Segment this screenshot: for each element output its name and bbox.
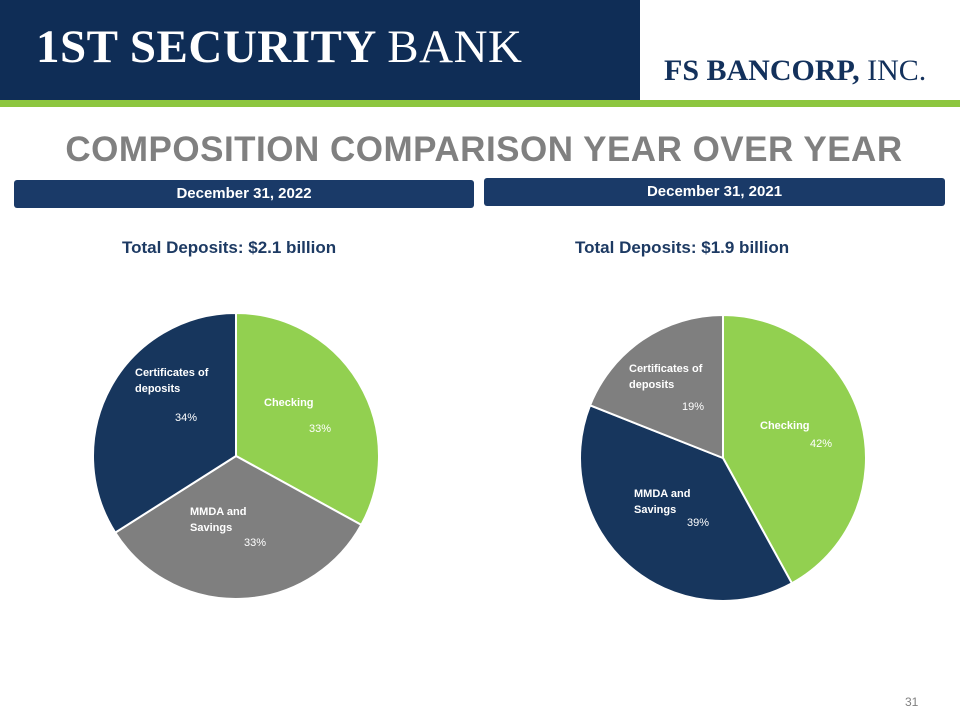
- pie-2021-slice-2: [588, 313, 724, 460]
- date-bar-2021: December 31, 2021: [484, 178, 945, 206]
- total-deposits-2022: Total Deposits: $2.1 billion: [122, 238, 337, 257]
- pie-2021-slice-1-label: MMDA and Savings: [634, 488, 690, 516]
- pie-2022-slice-0-label: Checking: [264, 397, 314, 409]
- pie-2021-slice-1: [579, 404, 794, 602]
- header-white-panel: [640, 0, 960, 100]
- fs-bancorp-logo: FS BANCORP, INC.: [664, 54, 927, 87]
- pie-2021-slice-0-pct: 42%: [810, 438, 832, 450]
- header-banner: 1ST SECURITY BANK FS BANCORP, INC.: [0, 0, 960, 100]
- header-navy-panel: [0, 0, 640, 100]
- pie-2021-slice-2-pct: 19%: [682, 401, 704, 413]
- pie-2021-slice-2-label: Certificates of deposits: [629, 363, 703, 391]
- pie-2022-slice-1: [113, 454, 363, 600]
- page-number: 31: [905, 695, 919, 709]
- pie-2021-slice-1-pct: 39%: [687, 517, 709, 529]
- pie-2021-slice-0-label: Checking: [760, 420, 810, 432]
- pie-2022-slice-2-label: Certificates of deposits: [135, 367, 209, 395]
- pie-chart-2022: Checking 33% MMDA and Savings 33% Certificate…: [92, 311, 380, 600]
- pie-2022-slice-0-pct: 33%: [309, 423, 331, 435]
- slide-title: COMPOSITION COMPARISON YEAR OVER YEAR: [65, 130, 903, 169]
- pie-2022-slice-0: [235, 311, 380, 527]
- pie-2022-slice-2: [92, 311, 237, 535]
- first-security-bank-logo: 1ST SECURITY BANK: [36, 21, 523, 73]
- green-divider: [0, 100, 960, 107]
- date-bar-2022: December 31, 2022: [14, 180, 474, 208]
- total-deposits-2021: Total Deposits: $1.9 billion: [575, 238, 790, 257]
- pie-2021-slice-0: [722, 313, 867, 585]
- pie-2022-slice-1-label: MMDA and Savings: [190, 506, 246, 534]
- pie-2022-slice-2-pct: 34%: [175, 412, 197, 424]
- pie-2022-slice-1-pct: 33%: [244, 537, 266, 549]
